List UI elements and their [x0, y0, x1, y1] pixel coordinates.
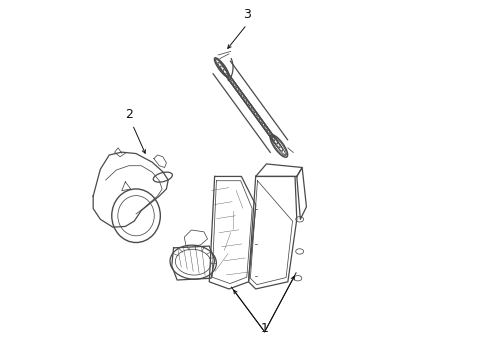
Text: 1: 1 [261, 323, 269, 336]
Text: 2: 2 [125, 108, 133, 121]
Text: 3: 3 [243, 8, 251, 21]
